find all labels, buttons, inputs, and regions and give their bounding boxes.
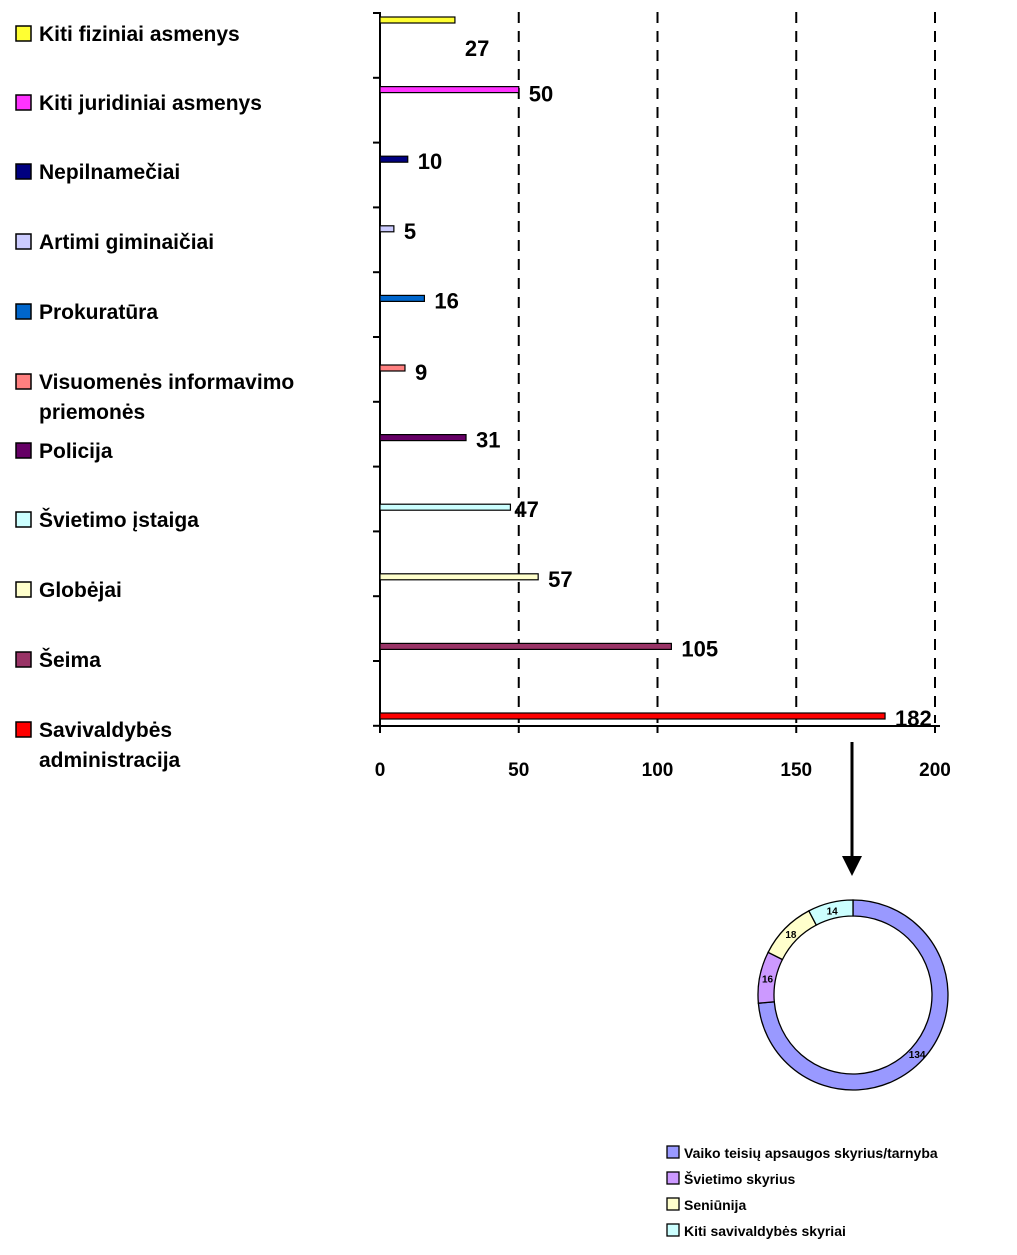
legend-item-artimi-giminaiciai: Artimi giminaičiai xyxy=(15,231,214,254)
value-label-visuomenes-informavimo-priemones: 9 xyxy=(415,360,427,385)
legend-item-savivaldybes-administracija: Savivaldybės administracija xyxy=(15,719,181,772)
donut-legend-swatch xyxy=(666,1145,680,1159)
legend-item-visuomenes-informavimo-priemones: Visuomenės informavimo priemonės xyxy=(15,371,294,424)
legend-label: Švietimo įstaiga xyxy=(39,508,199,532)
bar-chart-legend: Kiti fiziniai asmenys Kiti juridiniai asm… xyxy=(15,23,294,772)
legend-item-svietimo-istaiga: Švietimo įstaiga xyxy=(15,508,199,532)
legend-label: Šeima xyxy=(39,648,101,672)
legend-label: priemonės xyxy=(39,401,145,424)
bar-kiti-juridiniai-asmenys xyxy=(379,85,520,94)
donut-legend-item-vaiko-teisiu-apsaugos-skyrius-tarnyba: Vaiko teisių apsaugos skyrius/tarnyba xyxy=(666,1145,938,1161)
connector-arrow xyxy=(842,742,862,876)
legend-item-kiti-juridiniai-asmenys: Kiti juridiniai asmenys xyxy=(15,92,262,115)
x-tick-label-50: 50 xyxy=(508,760,529,781)
legend-swatch xyxy=(15,581,32,598)
bar-visuomenes-informavimo-priemones xyxy=(379,364,406,372)
legend-label: administracija xyxy=(39,749,181,772)
legend-swatch xyxy=(15,511,32,528)
bar-svietimo-istaiga xyxy=(379,503,512,511)
legend-swatch xyxy=(15,721,32,738)
bar-nepilnameciai xyxy=(379,155,409,163)
donut-legend-label: Vaiko teisių apsaugos skyrius/tarnyba xyxy=(684,1145,938,1161)
value-label-prokuratura: 16 xyxy=(434,288,458,313)
bar-chart-tick-labels: 0 50 100 150 200 xyxy=(375,760,951,781)
connector-arrow-head xyxy=(842,856,862,876)
x-tick-label-150: 150 xyxy=(780,760,812,781)
legend-item-nepilnameciai: Nepilnamečiai xyxy=(15,161,180,184)
legend-swatch xyxy=(15,373,32,390)
legend-item-globejai: Globėjai xyxy=(15,579,122,602)
legend-label: Artimi giminaičiai xyxy=(39,231,214,254)
donut-legend-item-kiti-savivaldybes-skyriai: Kiti savivaldybės skyriai xyxy=(666,1223,846,1239)
legend-swatch xyxy=(15,442,32,459)
legend-swatch xyxy=(15,651,32,668)
legend-label: Kiti fiziniai asmenys xyxy=(39,23,240,46)
legend-swatch xyxy=(15,303,32,320)
donut-legend-label: Švietimo skyrius xyxy=(684,1170,795,1187)
value-label-kiti-fiziniai-asmenys: 27 xyxy=(465,36,489,61)
donut-value-label-seniunija: 18 xyxy=(785,930,797,941)
donut-legend-swatch xyxy=(666,1197,680,1211)
bar-artimi-giminaiciai xyxy=(379,225,395,233)
x-tick-label-200: 200 xyxy=(919,760,951,781)
value-label-nepilnameciai: 10 xyxy=(418,149,442,174)
donut-legend-label: Seniūnija xyxy=(684,1197,746,1213)
legend-label: Globėjai xyxy=(39,579,122,602)
bar-prokuratura xyxy=(379,294,426,302)
bar-seima xyxy=(379,642,672,651)
donut-chart-legend: Vaiko teisių apsaugos skyrius/tarnyba Švi… xyxy=(666,1145,938,1239)
legend-label: Policija xyxy=(39,440,113,463)
x-tick-label-0: 0 xyxy=(375,760,386,781)
legend-item-seima: Šeima xyxy=(15,648,101,672)
value-label-policija: 31 xyxy=(476,428,500,453)
bar-chart-grid xyxy=(517,12,936,723)
value-label-savivaldybes-administracija: 182 xyxy=(895,706,932,731)
x-tick-label-100: 100 xyxy=(642,760,674,781)
donut-legend-swatch xyxy=(666,1171,680,1185)
donut-legend-swatch xyxy=(666,1223,680,1237)
value-label-artimi-giminaiciai: 5 xyxy=(404,219,416,244)
value-label-globejai: 57 xyxy=(548,567,572,592)
bar-kiti-fiziniai-asmenys xyxy=(379,16,456,24)
donut-chart: 134 16 18 14 xyxy=(757,899,949,1091)
bar-savivaldybes-administracija xyxy=(379,712,886,720)
donut-slice-kiti-savivaldybes-skyriai xyxy=(807,899,854,926)
legend-label: Visuomenės informavimo xyxy=(39,371,294,394)
donut-value-label-svietimo-skyrius: 16 xyxy=(762,975,774,986)
legend-swatch xyxy=(15,163,32,180)
legend-swatch xyxy=(15,233,32,250)
donut-value-label-kiti-savivaldybes-skyriai: 14 xyxy=(827,907,839,918)
value-label-seima: 105 xyxy=(681,636,718,661)
legend-item-prokuratura: Prokuratūra xyxy=(15,301,158,324)
bar-chart-bars xyxy=(379,16,886,720)
legend-label: Nepilnamečiai xyxy=(39,161,180,184)
donut-value-label-vaiko-teisiu-apsaugos-skyrius-tarnyba: 134 xyxy=(909,1050,926,1061)
legend-item-policija: Policija xyxy=(15,440,113,463)
legend-label: Prokuratūra xyxy=(39,301,158,324)
bar-globejai xyxy=(379,573,539,581)
value-label-svietimo-istaiga: 47 xyxy=(514,497,538,522)
donut-legend-item-seniunija: Seniūnija xyxy=(666,1197,746,1213)
value-label-kiti-juridiniai-asmenys: 50 xyxy=(529,82,553,107)
donut-legend-label: Kiti savivaldybės skyriai xyxy=(684,1223,846,1239)
legend-label: Kiti juridiniai asmenys xyxy=(39,92,262,115)
donut-slice-vaiko-teisiu-apsaugos-skyrius-tarnyba xyxy=(757,899,949,1091)
bar-policija xyxy=(379,434,467,442)
legend-label: Savivaldybės xyxy=(39,719,172,742)
legend-swatch xyxy=(15,94,32,111)
legend-item-kiti-fiziniai-asmenys: Kiti fiziniai asmenys xyxy=(15,23,240,46)
legend-swatch xyxy=(15,25,32,42)
donut-legend-item-svietimo-skyrius: Švietimo skyrius xyxy=(666,1170,795,1187)
